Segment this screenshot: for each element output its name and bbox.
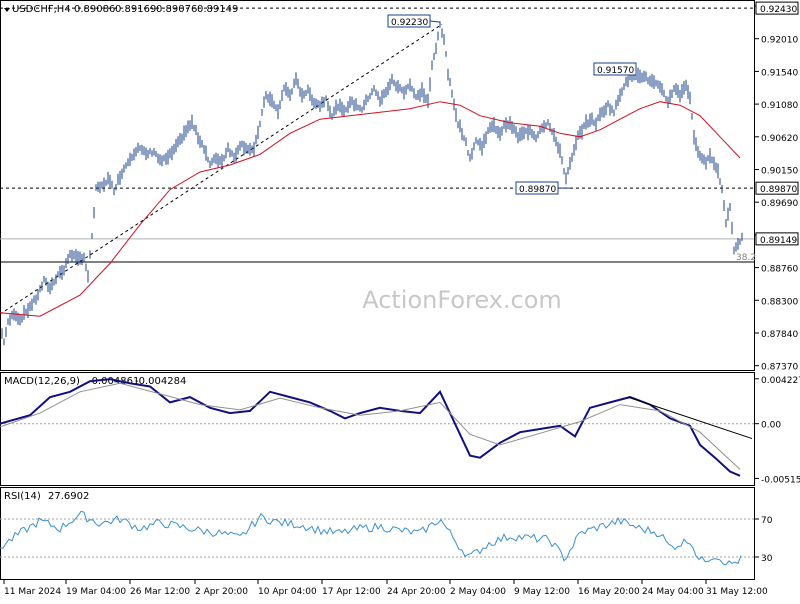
annotation-label: 0.89870 (519, 185, 556, 195)
rsi-tick-label: 70 (761, 516, 773, 526)
rsi-header: RSI(14) 27.6902 (4, 491, 89, 502)
price-tick-label: 0.87370 (761, 363, 798, 373)
annotation-leader (430, 21, 440, 22)
rsi-tick-label: 30 (761, 554, 773, 564)
level-price-label: 0.92430 (760, 5, 797, 15)
fib-level-label: 38.2 (736, 253, 756, 263)
price-pane-frame (1, 1, 755, 371)
time-tick-label: 31 May 12:00 (706, 587, 768, 597)
close-value: 0.89149 (197, 4, 238, 15)
price-tick-label: 0.88300 (761, 297, 798, 307)
time-tick-label: 19 Mar 04:00 (66, 587, 126, 597)
open-value: 0.89086 (74, 4, 115, 15)
time-tick-label: 2 Apr 20:00 (195, 587, 248, 597)
time-tick-label: 26 Mar 12:00 (130, 587, 190, 597)
price-tick-label: 0.90150 (761, 167, 798, 177)
watermark: ActionForex.com (362, 286, 562, 314)
price-tick-label: 0.92010 (761, 36, 798, 46)
time-tick-label: 11 Mar 2024 (4, 587, 61, 597)
annotation-label: 0.91570 (597, 66, 634, 76)
macd-main-line (0, 379, 740, 476)
time-tick-label: 2 May 04:00 (450, 587, 506, 597)
price-tick-label: 0.88760 (761, 265, 798, 275)
time-tick-label: 24 May 04:00 (642, 587, 704, 597)
price-tick-label: 0.89690 (761, 199, 798, 209)
macd-trendline (628, 397, 752, 438)
moving-average-line (0, 102, 740, 317)
time-tick-label: 10 Apr 04:00 (258, 587, 317, 597)
rsi-pane-frame (1, 488, 755, 580)
time-tick-label: 16 May 20:00 (578, 587, 640, 597)
time-tick-label: 24 Apr 20:00 (387, 587, 446, 597)
macd-title: MACD(12,26,9) (4, 376, 80, 387)
level-price-label: 0.89870 (760, 185, 797, 195)
annotation-label: 0.92230 (391, 18, 428, 28)
price-tick-label: 0.91080 (761, 101, 798, 111)
macd-tick-label: -0.005153 (761, 475, 800, 485)
trendline (0, 24, 442, 314)
macd-tick-label: 0.004227 (761, 376, 800, 386)
rsi-title: RSI(14) (4, 491, 41, 502)
macd-signal-line (0, 383, 740, 469)
high-value: 0.89169 (115, 4, 156, 15)
time-tick-label: 17 Apr 12:00 (322, 587, 381, 597)
time-tick-label: 9 May 12:00 (514, 587, 570, 597)
low-value: 0.89076 (156, 4, 197, 15)
macd-pane-frame (1, 373, 755, 486)
symbol-label: USDCHF,H4 (12, 4, 71, 15)
price-tick-label: 0.90620 (761, 134, 798, 144)
price-tick-label: 0.91540 (761, 68, 798, 78)
current-price-label: 0.89149 (760, 236, 797, 246)
price-tick-label: 0.87840 (761, 330, 798, 340)
price-header: USDCHF,H4 0.89086 0.89169 0.89076 0.8914… (4, 4, 238, 15)
rsi-value: 27.6902 (48, 491, 89, 502)
macd-tick-label: 0.00 (761, 421, 781, 431)
